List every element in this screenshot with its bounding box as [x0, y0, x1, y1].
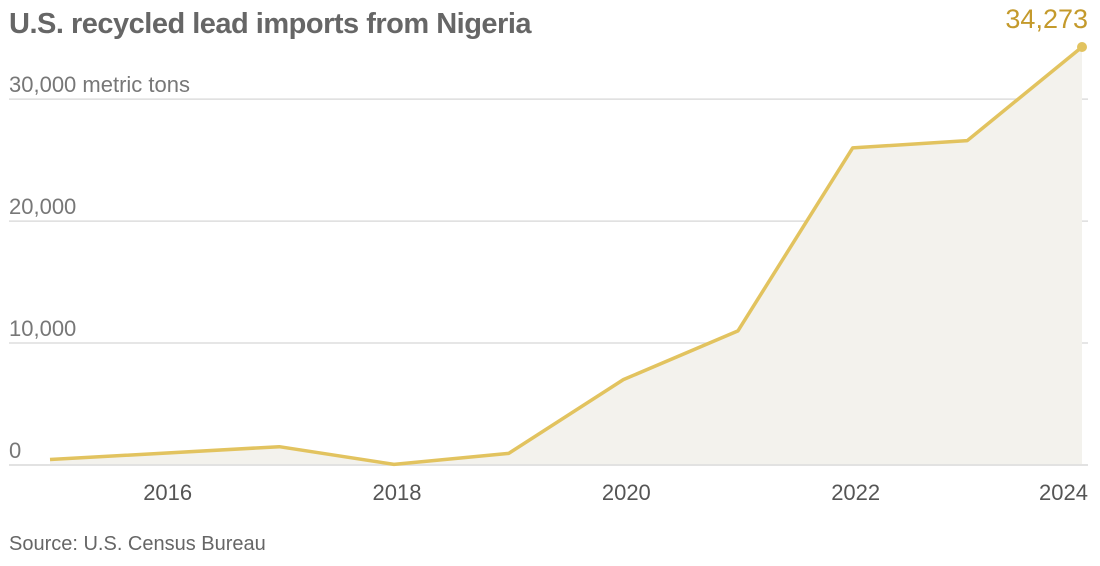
y-tick-label: 30,000 metric tons [9, 72, 190, 97]
last-value-label: 34,273 [1005, 4, 1088, 34]
x-tick-label: 2024 [1039, 480, 1088, 505]
y-tick-label: 20,000 [9, 194, 76, 219]
x-tick-label: 2018 [373, 480, 422, 505]
data-point [1077, 42, 1087, 52]
y-tick-label: 0 [9, 438, 21, 463]
y-tick-label: 10,000 [9, 316, 76, 341]
chart-title: U.S. recycled lead imports from Nigeria [9, 8, 532, 40]
x-tick-label: 2020 [602, 480, 651, 505]
source-note: Source: U.S. Census Bureau [9, 533, 266, 555]
x-tick-label: 2022 [831, 480, 880, 505]
area-fill [50, 47, 1082, 465]
series-line [49, 45, 1084, 467]
x-tick-label: 2016 [143, 480, 192, 505]
